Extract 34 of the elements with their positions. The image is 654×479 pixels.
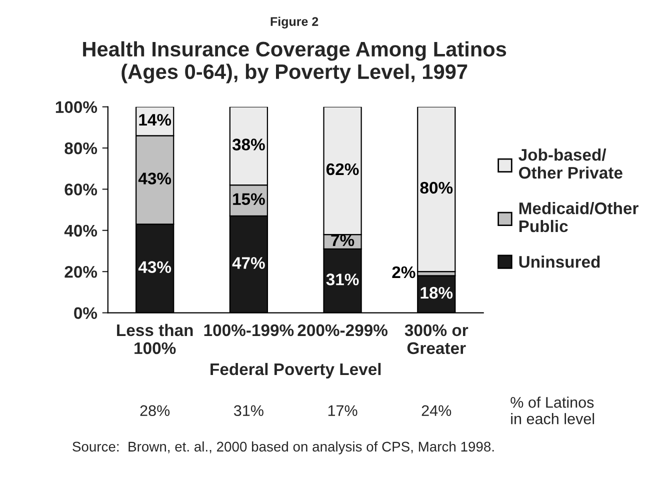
caption: Figure 2 <box>270 16 318 28</box>
text: 17% <box>328 405 358 416</box>
source-note: Source: Brown, et. al., 2000 based on analysis of CPS, March 1998. <box>72 441 494 454</box>
data-label: 14% <box>139 114 172 126</box>
text: 28% <box>140 405 170 416</box>
data-label: 47% <box>232 257 265 269</box>
legend-label: Job-based/ Other Private <box>518 148 622 179</box>
x-tick-label: 100%-199% <box>204 324 294 336</box>
y-tick-label: 80% <box>64 142 98 154</box>
data-label: 31% <box>326 274 359 286</box>
data-label: 15% <box>233 193 265 206</box>
bar <box>417 106 456 272</box>
legend-label: Medicaid/Other Public <box>519 202 638 232</box>
chart-title: Health Insurance Coverage Among Latinos (Ages 0-64), by Poverty Level, 1997 <box>83 41 506 84</box>
x-axis-title: Federal Poverty Level <box>210 362 381 378</box>
text: % of Latinos in each level <box>510 396 594 424</box>
data-label: 80% <box>420 182 453 194</box>
data-label: 62% <box>326 163 359 176</box>
y-tick-label: 100% <box>56 101 98 114</box>
y-tick-label: 40% <box>64 224 98 237</box>
x-tick-label: 200%-299% <box>298 324 388 336</box>
legend-label: Uninsured <box>519 256 600 268</box>
y-tick-label: 60% <box>64 184 98 196</box>
text: 24% <box>422 405 452 416</box>
data-label: 43% <box>138 261 172 273</box>
y-tick-label: 0% <box>74 307 98 319</box>
data-label: 43% <box>138 172 172 184</box>
data-label: 2% <box>392 266 416 278</box>
x-tick-label: Less than 100% <box>117 324 193 354</box>
y-tick-label: 20% <box>64 266 98 278</box>
data-label: 18% <box>420 286 453 299</box>
x-tick-label: 300% or Greater <box>404 324 468 354</box>
data-label: 38% <box>232 138 265 150</box>
text: 31% <box>234 405 264 416</box>
